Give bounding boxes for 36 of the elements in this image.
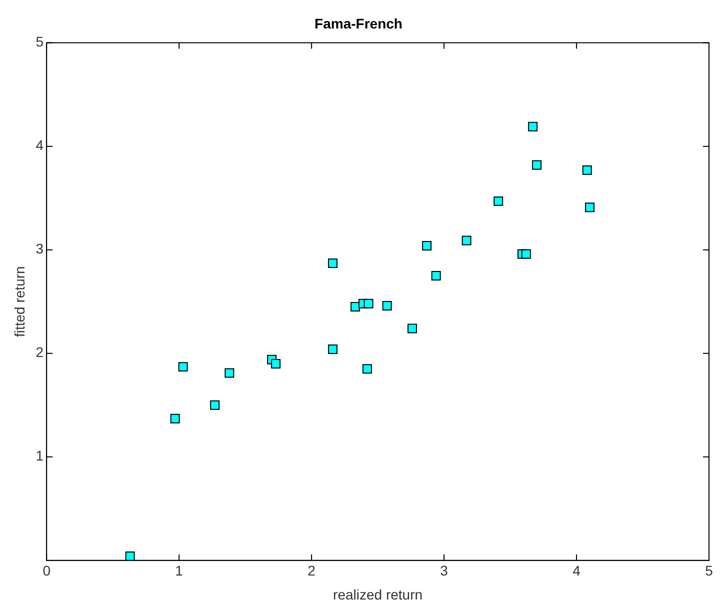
chart-title: Fama-French: [314, 15, 402, 32]
point: [582, 165, 592, 175]
x-tick-label: 4: [572, 562, 581, 579]
point: [521, 249, 531, 259]
point: [350, 302, 360, 312]
point: [170, 414, 180, 424]
y-axis-title: fitted return: [11, 266, 28, 338]
point: [125, 552, 135, 560]
y-tick-label: 3: [36, 240, 44, 257]
x-tick-label: 2: [308, 562, 316, 579]
point: [210, 400, 220, 410]
point: [364, 298, 374, 308]
point: [328, 258, 338, 268]
x-tick-label: 5: [705, 562, 714, 579]
point: [431, 270, 441, 280]
x-axis-title: realized return: [333, 586, 423, 602]
y-tick-label: 1: [36, 448, 44, 464]
point: [422, 240, 432, 250]
point: [362, 364, 372, 374]
point: [528, 122, 538, 132]
point: [585, 202, 595, 212]
point: [494, 196, 504, 206]
x-tick-label: 3: [440, 562, 448, 579]
point: [224, 368, 234, 378]
x-tick-label: 1: [175, 562, 184, 579]
y-tick-label: 4: [36, 137, 44, 154]
y-tick-label: 2: [36, 344, 44, 360]
point: [271, 358, 281, 368]
point: [407, 324, 417, 334]
point: [328, 344, 338, 354]
point: [532, 160, 542, 170]
point: [462, 236, 472, 246]
point: [382, 301, 392, 310]
x-tick-label: 0: [42, 562, 51, 579]
point: [178, 362, 188, 372]
y-tick-label: 5: [36, 34, 44, 50]
